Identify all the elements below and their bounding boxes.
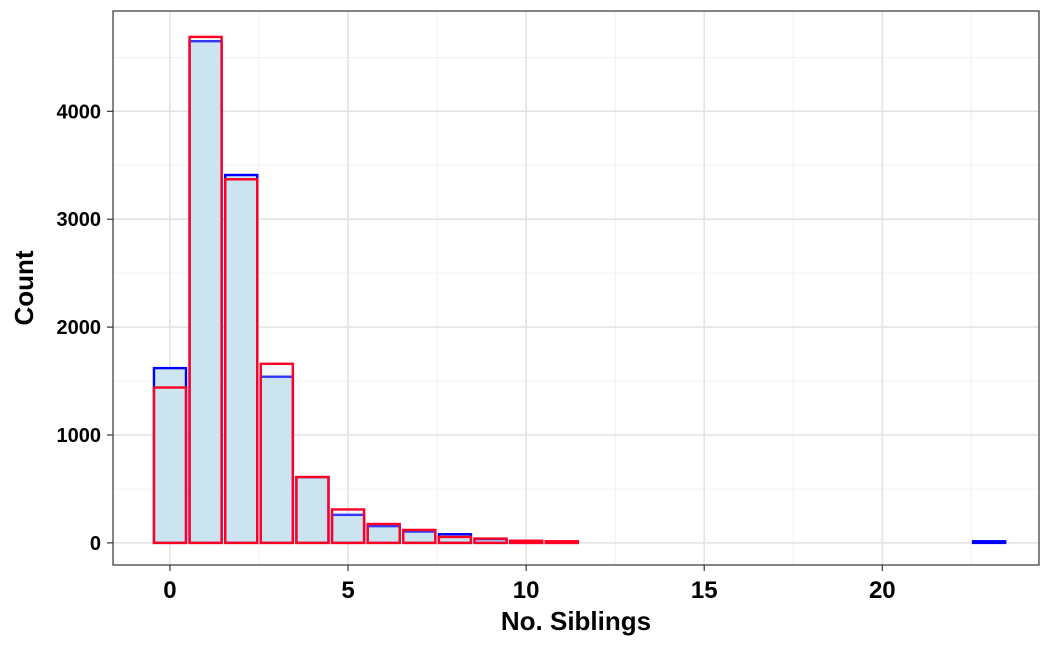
x-tick-label: 20 <box>869 577 896 604</box>
bar-series-2 <box>402 528 437 545</box>
bars-layer <box>152 35 1007 545</box>
x-tick-label: 15 <box>691 577 718 604</box>
bar-series-2 <box>473 537 508 545</box>
y-tick-label: 2000 <box>57 317 102 339</box>
bar-series-2 <box>223 178 259 545</box>
bar-series-1 <box>259 375 295 545</box>
y-tick-label: 1000 <box>57 425 102 447</box>
bar-series-2 <box>295 475 330 545</box>
bar-series-2 <box>259 362 295 545</box>
panel-border <box>112 10 1040 566</box>
bar-series-2 <box>152 386 188 545</box>
bar-series-2 <box>330 508 366 545</box>
x-tick-label: 5 <box>341 577 354 604</box>
x-tick-label: 0 <box>163 577 176 604</box>
axis-ticks: 0 5 10 15 20 0 1000 2000 3000 4000 <box>57 101 896 604</box>
x-tick-label: 10 <box>513 577 540 604</box>
x-axis-title: No. Siblings <box>501 606 651 636</box>
bar-series-2 <box>437 535 473 545</box>
bar-series-2 <box>544 540 579 545</box>
bar-series-1 <box>330 513 366 545</box>
bar-series-2 <box>508 539 544 545</box>
y-tick-label: 4000 <box>57 101 102 123</box>
bar-series-2 <box>188 35 223 545</box>
bar-series-2 <box>366 522 401 545</box>
y-tick-label: 3000 <box>57 209 102 231</box>
bar-series-1 <box>971 540 1007 545</box>
y-axis-title: Count <box>9 250 39 325</box>
y-tick-label: 0 <box>90 533 101 555</box>
